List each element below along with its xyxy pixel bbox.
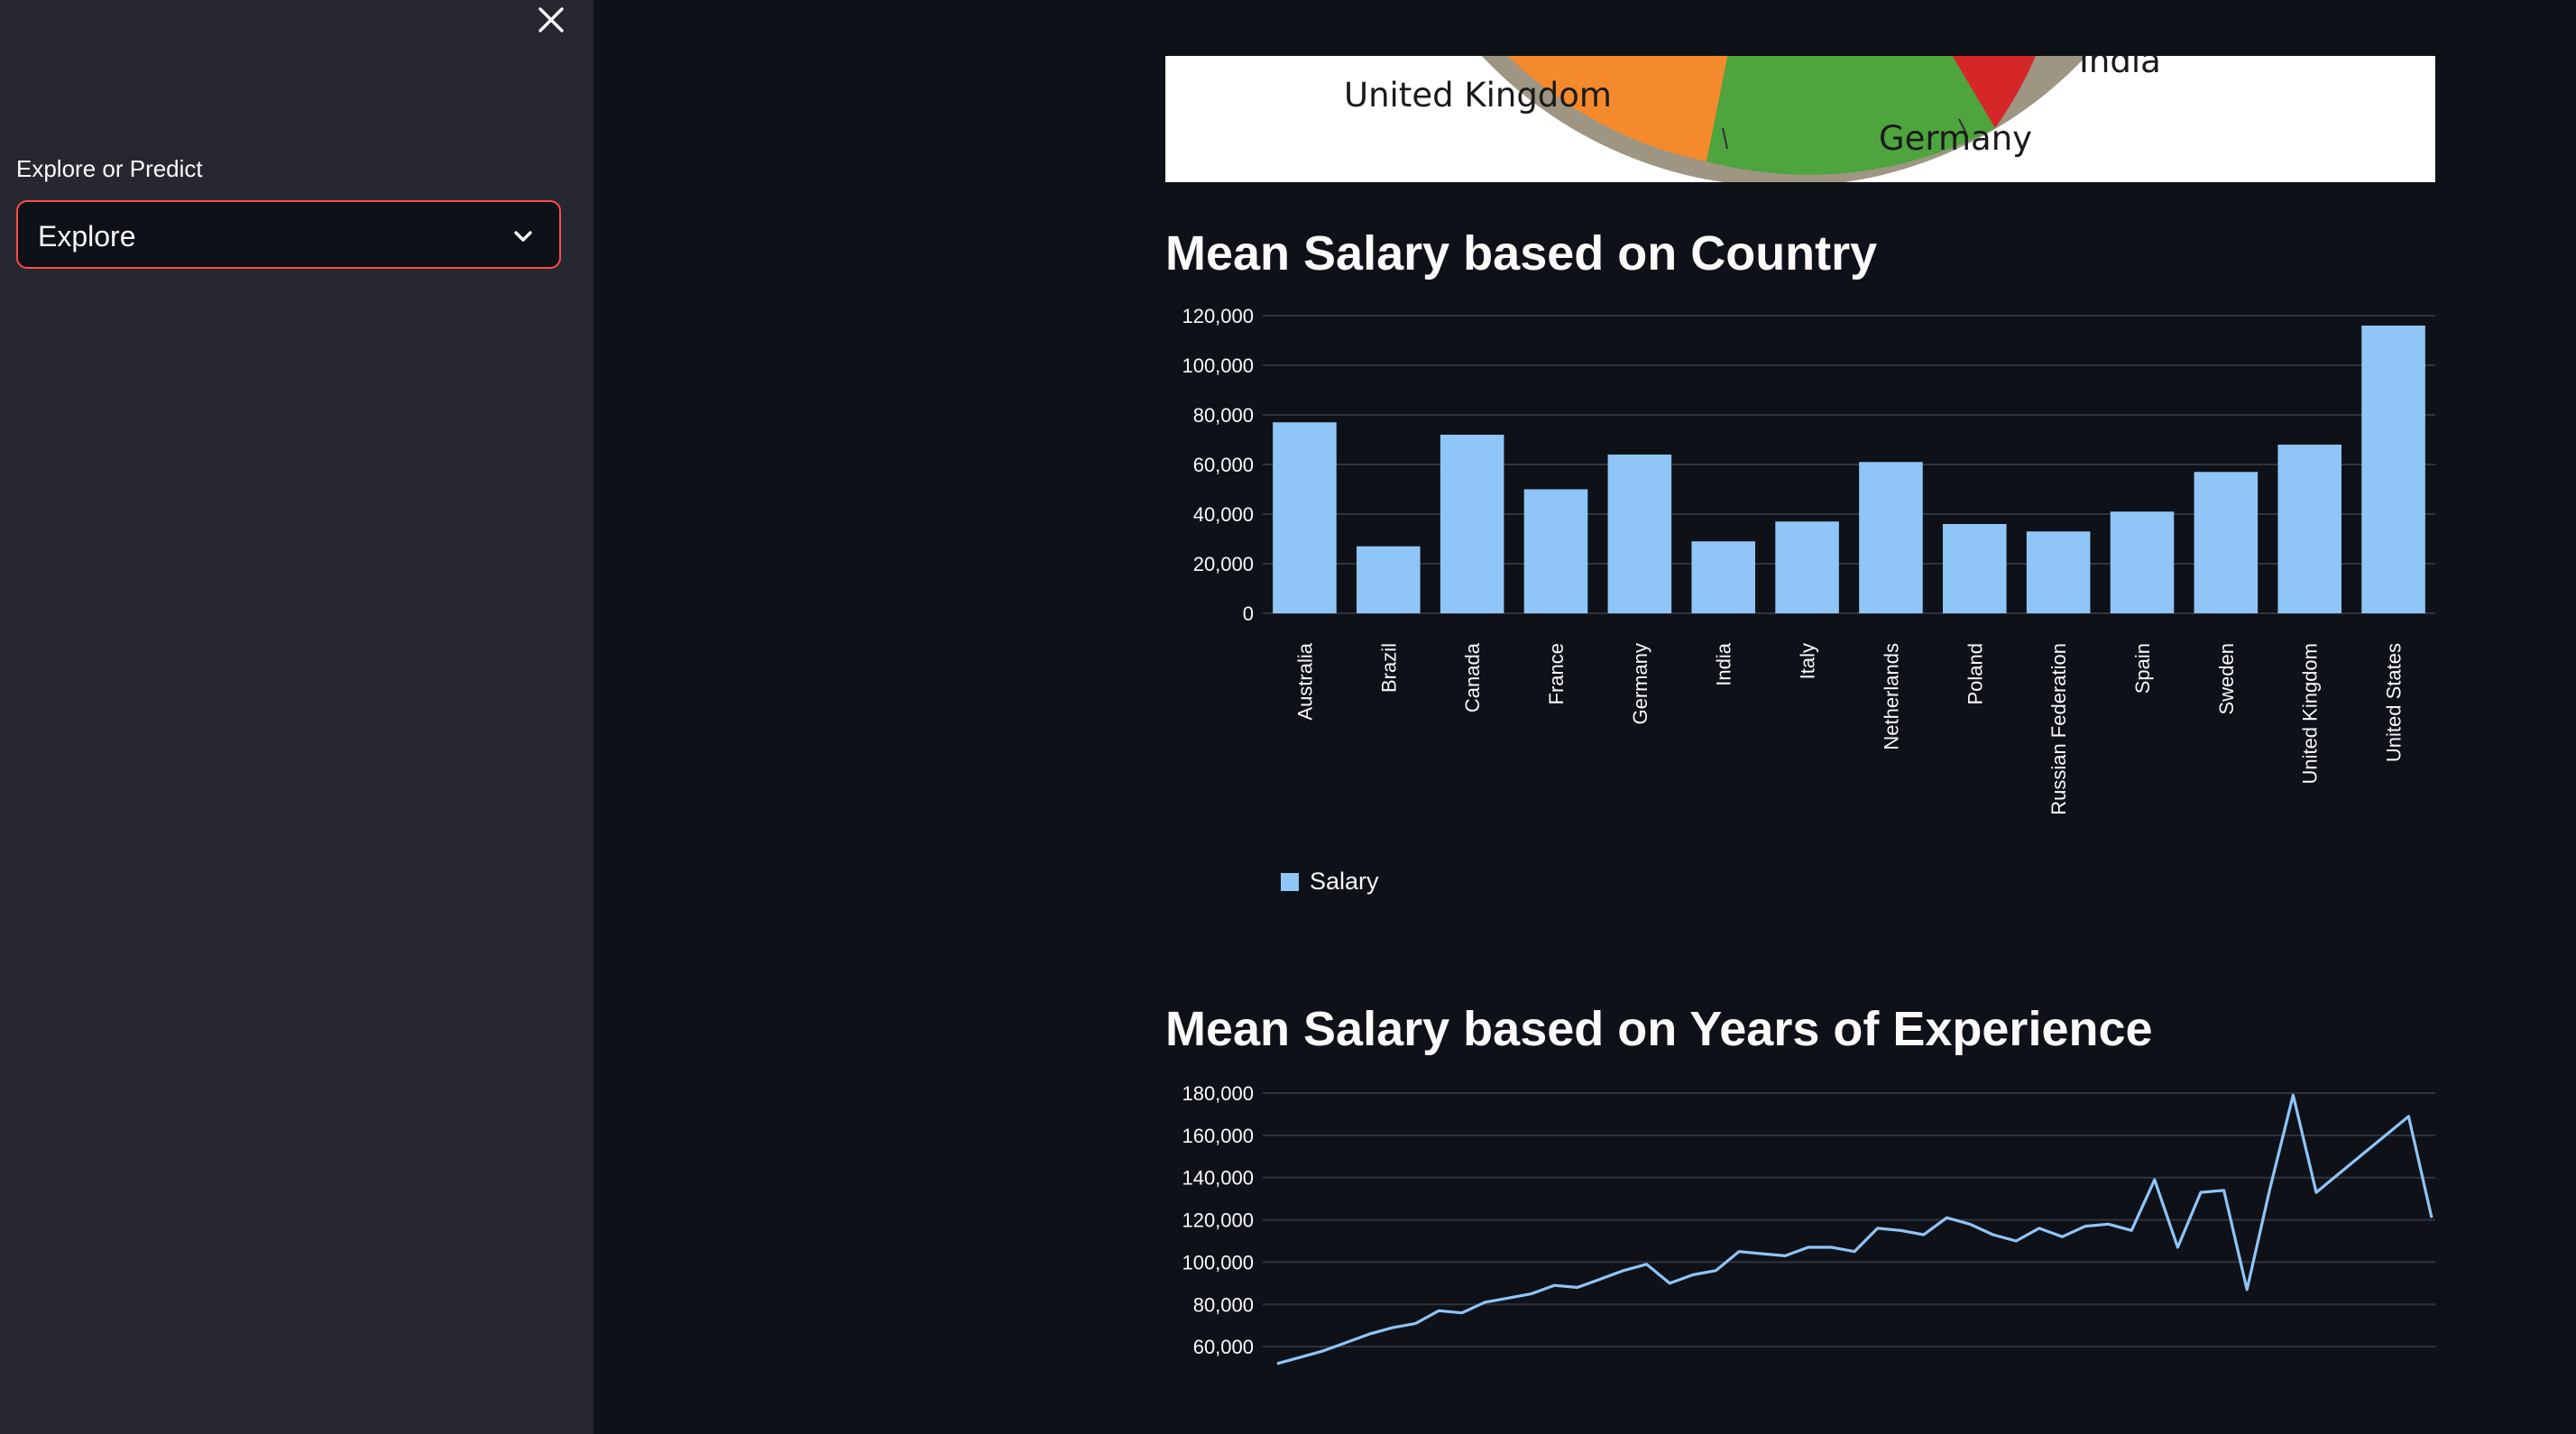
x-tick-label: France bbox=[1545, 643, 1568, 704]
bar bbox=[2277, 445, 2341, 613]
x-tick-label: India bbox=[1713, 642, 1735, 685]
y-tick-label: 20,000 bbox=[1193, 553, 1254, 575]
legend-swatch bbox=[1281, 873, 1299, 891]
y-tick-label: 140,000 bbox=[1182, 1167, 1254, 1190]
x-tick-label: Australia bbox=[1293, 642, 1316, 720]
experience-chart-title: Mean Salary based on Years of Experience bbox=[1165, 1002, 2153, 1056]
sidebar: Explore or Predict Explore bbox=[0, 0, 593, 1434]
pie-wedge-line bbox=[1958, 118, 1967, 134]
bar bbox=[1859, 462, 1923, 613]
bar bbox=[2194, 472, 2259, 613]
y-tick-label: 40,000 bbox=[1193, 503, 1254, 526]
country-chart-title: Mean Salary based on Country bbox=[1165, 226, 1878, 280]
pie-chart-fragment: United Kingdom Germany India bbox=[1165, 56, 2435, 182]
pie-wedge-line bbox=[1722, 127, 1728, 150]
bar bbox=[1943, 524, 2007, 613]
x-tick-label: Brazil bbox=[1377, 643, 1400, 693]
bar bbox=[1523, 489, 1588, 613]
pie-slice-germany bbox=[1707, 56, 1995, 175]
bar bbox=[2110, 511, 2175, 613]
bar bbox=[1357, 546, 1421, 613]
y-tick-label: 0 bbox=[1243, 602, 1254, 625]
bar bbox=[1775, 521, 1839, 613]
x-tick-label: Italy bbox=[1797, 643, 1819, 679]
bar bbox=[1691, 541, 1755, 613]
x-tick-label: United Kingdom bbox=[2299, 643, 2322, 785]
x-tick-label: Canada bbox=[1461, 642, 1484, 712]
x-tick-label: Poland bbox=[1964, 643, 1986, 705]
bar bbox=[2026, 531, 2091, 613]
pie-chart-svg bbox=[1481, 56, 2087, 182]
experience-salary-line-chart: 60,000 80,000 100,000 120,000 140,000 160,000… bbox=[1182, 1082, 2435, 1365]
bar bbox=[2361, 326, 2425, 613]
close-sidebar-button[interactable] bbox=[532, 0, 570, 38]
y-tick-label: 60,000 bbox=[1193, 454, 1254, 476]
y-tick-label: 160,000 bbox=[1182, 1125, 1254, 1147]
y-tick-label: 120,000 bbox=[1182, 305, 1254, 327]
close-icon bbox=[538, 7, 564, 32]
pie-label-united-kingdom: United Kingdom bbox=[1344, 76, 1612, 115]
y-tick-label: 80,000 bbox=[1193, 1293, 1254, 1316]
pie-slice-india bbox=[1952, 56, 2036, 128]
pie-slice-united-kingdom bbox=[1508, 56, 1728, 161]
x-tick-label: Russian Federation bbox=[2047, 643, 2070, 815]
select-value: Explore bbox=[38, 220, 136, 253]
y-tick-label: 120,000 bbox=[1182, 1209, 1254, 1232]
pie-label-india: India bbox=[2079, 56, 2161, 80]
y-tick-label: 100,000 bbox=[1182, 354, 1254, 377]
y-tick-label: 180,000 bbox=[1182, 1082, 1254, 1105]
pie-label-germany: Germany bbox=[1879, 119, 2033, 158]
x-tick-label: United States bbox=[2383, 643, 2406, 762]
chevron-down-icon bbox=[514, 231, 532, 242]
salary-line bbox=[1276, 1093, 2433, 1365]
y-tick-label: 100,000 bbox=[1182, 1251, 1254, 1273]
x-tick-label: Germany bbox=[1629, 643, 1651, 724]
legend-label-salary: Salary bbox=[1310, 868, 1379, 895]
y-tick-label: 60,000 bbox=[1193, 1336, 1254, 1358]
bar bbox=[1273, 422, 1337, 613]
bar bbox=[1440, 435, 1504, 613]
explore-predict-select[interactable]: Explore bbox=[16, 200, 561, 269]
y-tick-label: 80,000 bbox=[1193, 404, 1254, 427]
explore-predict-label: Explore or Predict bbox=[16, 155, 203, 182]
country-salary-bar-chart: 0 20,000 40,000 60,000 80,000 100,000 120,000 A… bbox=[1182, 305, 2435, 815]
bar bbox=[1607, 455, 1672, 613]
x-tick-label: Netherlands bbox=[1880, 643, 1902, 750]
x-tick-label: Sweden bbox=[2215, 643, 2238, 715]
x-tick-label: Spain bbox=[2131, 643, 2154, 694]
